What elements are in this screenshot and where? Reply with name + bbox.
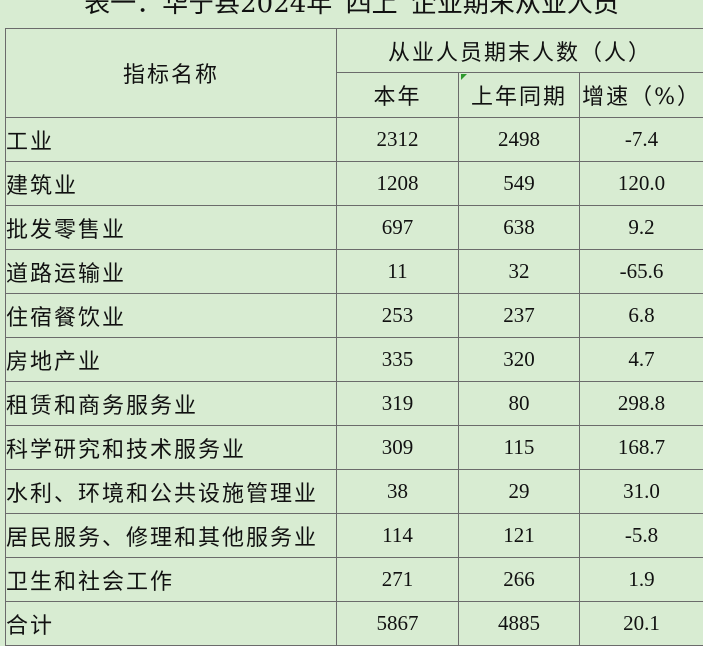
cell-indicator-name: 建筑业: [6, 162, 337, 206]
cell-comment-marker-icon: [461, 74, 467, 80]
cell-prior-year: 638: [459, 206, 580, 250]
cell-prior-year: 32: [459, 250, 580, 294]
cell-current-year: 1208: [337, 162, 459, 206]
header-indicator-name: 指标名称: [6, 29, 337, 118]
cell-growth-rate: 298.8: [580, 382, 703, 426]
cell-current-year: 38: [337, 470, 459, 514]
cell-current-year: 11: [337, 250, 459, 294]
cell-indicator-name: 住宿餐饮业: [6, 294, 337, 338]
cell-current-year: 2312: [337, 118, 459, 162]
cell-prior-year: 237: [459, 294, 580, 338]
cell-indicator-name: 房地产业: [6, 338, 337, 382]
cell-prior-year: 121: [459, 514, 580, 558]
cell-current-year: 114: [337, 514, 459, 558]
cell-indicator-name: 租赁和商务服务业: [6, 382, 337, 426]
cell-growth-rate: 9.2: [580, 206, 703, 250]
cell-indicator-name: 合计: [6, 602, 337, 646]
cell-prior-year: 320: [459, 338, 580, 382]
header-current-year-label: 本年: [373, 85, 421, 110]
cell-prior-year: 266: [459, 558, 580, 602]
cell-prior-year: 115: [459, 426, 580, 470]
cell-indicator-name: 水利、环境和公共设施管理业: [6, 470, 337, 514]
cell-indicator-name: 道路运输业: [6, 250, 337, 294]
cell-indicator-name: 工业: [6, 118, 337, 162]
cell-prior-year: 29: [459, 470, 580, 514]
cell-prior-year: 2498: [459, 118, 580, 162]
header-employee-count-group: 从业人员期末人数（人）: [337, 29, 703, 73]
header-growth-rate: 增速（%）: [580, 73, 703, 118]
table-title: 表一：华宁县2024年“四上”企业期末从业人员: [0, 0, 703, 18]
cell-prior-year: 4885: [459, 602, 580, 646]
cell-current-year: 271: [337, 558, 459, 602]
cell-current-year: 5867: [337, 602, 459, 646]
cell-indicator-name: 批发零售业: [6, 206, 337, 250]
cell-growth-rate: 20.1: [580, 602, 703, 646]
cell-prior-year: 80: [459, 382, 580, 426]
cell-prior-year: 549: [459, 162, 580, 206]
cell-indicator-name: 居民服务、修理和其他服务业: [6, 514, 337, 558]
cell-growth-rate: -65.6: [580, 250, 703, 294]
cell-current-year: 309: [337, 426, 459, 470]
cell-growth-rate: 4.7: [580, 338, 703, 382]
cell-growth-rate: -7.4: [580, 118, 703, 162]
cell-growth-rate: -5.8: [580, 514, 703, 558]
cell-indicator-name: 卫生和社会工作: [6, 558, 337, 602]
cell-growth-rate: 120.0: [580, 162, 703, 206]
cell-growth-rate: 31.0: [580, 470, 703, 514]
header-prior-year-label: 上年同期: [471, 85, 567, 110]
cell-current-year: 335: [337, 338, 459, 382]
cell-current-year: 253: [337, 294, 459, 338]
cell-growth-rate: 6.8: [580, 294, 703, 338]
cell-current-year: 697: [337, 206, 459, 250]
header-growth-rate-label: 增速（%）: [582, 85, 701, 110]
header-prior-year: 上年同期: [459, 73, 580, 118]
cell-indicator-name: 科学研究和技术服务业: [6, 426, 337, 470]
cell-growth-rate: 168.7: [580, 426, 703, 470]
cell-growth-rate: 1.9: [580, 558, 703, 602]
header-current-year: 本年: [337, 73, 459, 118]
cell-current-year: 319: [337, 382, 459, 426]
